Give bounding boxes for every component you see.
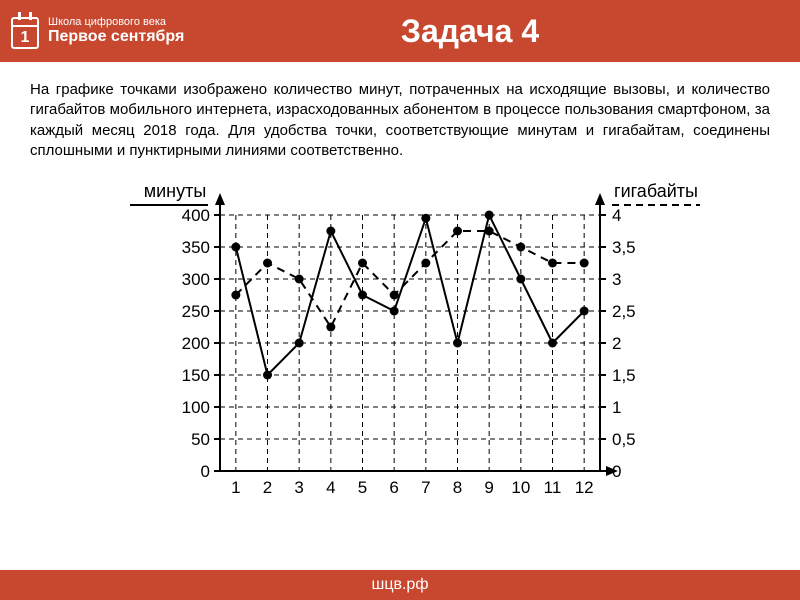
chart-container: 0 50 100 150 200 250 300 350 400 0 0,5 1 1,5 2 2,5 3 3,5…	[30, 175, 770, 505]
header-bar: 1 Школа цифрового века Первое сентября З…	[0, 0, 800, 62]
svg-text:1: 1	[231, 478, 240, 497]
logo-bottom-text: Первое сентября	[48, 28, 184, 46]
svg-text:12: 12	[575, 478, 594, 497]
content-area: На графике точками изображено количество…	[0, 62, 800, 513]
svg-text:2: 2	[263, 478, 272, 497]
svg-text:6: 6	[389, 478, 398, 497]
svg-text:1,5: 1,5	[612, 366, 636, 385]
svg-text:0: 0	[612, 462, 621, 481]
calendar-icon: 1	[10, 12, 40, 50]
svg-text:100: 100	[182, 398, 210, 417]
page-title: Задача 4	[200, 13, 800, 50]
footer-bar: шцв.рф	[0, 570, 800, 600]
svg-text:400: 400	[182, 206, 210, 225]
svg-text:8: 8	[453, 478, 462, 497]
logo-top-text: Школа цифрового века	[48, 16, 184, 28]
svg-text:50: 50	[191, 430, 210, 449]
svg-text:200: 200	[182, 334, 210, 353]
svg-text:300: 300	[182, 270, 210, 289]
problem-description: На графике точками изображено количество…	[30, 80, 770, 161]
svg-text:250: 250	[182, 302, 210, 321]
svg-text:0,5: 0,5	[612, 430, 636, 449]
svg-text:7: 7	[421, 478, 430, 497]
dual-axis-line-chart: 0 50 100 150 200 250 300 350 400 0 0,5 1 1,5 2 2,5 3 3,5…	[90, 175, 710, 505]
svg-text:0: 0	[201, 462, 210, 481]
svg-text:2: 2	[612, 334, 621, 353]
svg-text:минуты: минуты	[144, 181, 207, 201]
svg-text:4: 4	[612, 206, 621, 225]
svg-text:3,5: 3,5	[612, 238, 636, 257]
svg-text:3: 3	[612, 270, 621, 289]
svg-text:2,5: 2,5	[612, 302, 636, 321]
svg-text:1: 1	[612, 398, 621, 417]
svg-text:1: 1	[21, 29, 30, 46]
svg-text:гигабайты: гигабайты	[614, 181, 698, 201]
svg-text:11: 11	[544, 478, 562, 497]
svg-text:150: 150	[182, 366, 210, 385]
svg-text:5: 5	[358, 478, 367, 497]
brand-logo: 1 Школа цифрового века Первое сентября	[0, 12, 200, 50]
svg-text:10: 10	[511, 478, 530, 497]
svg-text:9: 9	[484, 478, 493, 497]
svg-text:3: 3	[294, 478, 303, 497]
svg-text:4: 4	[326, 478, 335, 497]
svg-text:350: 350	[182, 238, 210, 257]
